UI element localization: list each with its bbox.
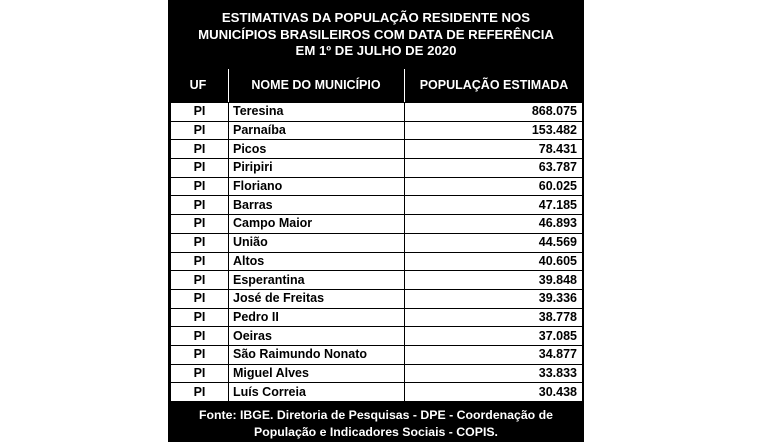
cell-population: 44.569 xyxy=(404,232,583,253)
table-row: PI Pedro II 38.778 xyxy=(170,307,583,328)
cell-population: 38.778 xyxy=(404,307,583,328)
cell-municipality-name: Oeiras xyxy=(228,326,405,346)
cell-uf: PI xyxy=(170,251,229,272)
cell-population: 868.075 xyxy=(404,102,583,122)
cell-municipality-name: Altos xyxy=(228,251,405,272)
title-line-3: EM 1º DE JULHO DE 2020 xyxy=(295,43,457,58)
table-row: PI Campo Maior 46.893 xyxy=(170,214,583,234)
table-row: PI Picos 78.431 xyxy=(170,139,583,160)
cell-uf: PI xyxy=(170,176,229,197)
cell-uf: PI xyxy=(170,139,229,160)
column-header-uf: UF xyxy=(189,78,207,92)
cell-municipality-name: União xyxy=(228,232,405,253)
cell-municipality-name: Campo Maior xyxy=(228,214,405,234)
header-divider xyxy=(228,69,229,102)
cell-uf: PI xyxy=(170,270,229,290)
cell-uf: PI xyxy=(170,344,229,365)
cell-uf: PI xyxy=(170,363,229,384)
table-row: PI Miguel Alves 33.833 xyxy=(170,363,583,384)
cell-municipality-name: Esperantina xyxy=(228,270,405,290)
cell-uf: PI xyxy=(170,382,229,402)
cell-population: 63.787 xyxy=(404,158,583,178)
table-row: PI Oeiras 37.085 xyxy=(170,326,583,346)
cell-population: 60.025 xyxy=(404,176,583,197)
table-row: PI Esperantina 39.848 xyxy=(170,270,583,290)
cell-municipality-name: Piripiri xyxy=(228,158,405,178)
cell-uf: PI xyxy=(170,326,229,346)
cell-municipality-name: Pedro II xyxy=(228,307,405,328)
table-row: PI Altos 40.605 xyxy=(170,251,583,272)
cell-population: 78.431 xyxy=(404,139,583,160)
cell-uf: PI xyxy=(170,214,229,234)
table-row: PI São Raimundo Nonato 34.877 xyxy=(170,344,583,365)
cell-uf: PI xyxy=(170,195,229,216)
cell-municipality-name: Floriano xyxy=(228,176,405,197)
source-footer: Fonte: IBGE. Diretoria de Pesquisas - DP… xyxy=(168,407,584,440)
cell-population: 47.185 xyxy=(404,195,583,216)
footer-line-2: População e Indicadores Sociais - COPIS. xyxy=(254,424,498,439)
table-title: ESTIMATIVAS DA POPULAÇÃO RESIDENTE NOS M… xyxy=(168,10,584,60)
cell-uf: PI xyxy=(170,158,229,178)
municipality-table: PI Teresina 868.075 PI Parnaíba 153.482 PI Pico… xyxy=(170,102,583,402)
cell-uf: PI xyxy=(170,120,229,141)
cell-municipality-name: Miguel Alves xyxy=(228,363,405,384)
table-row: PI Luís Correia 30.438 xyxy=(170,382,583,402)
cell-population: 37.085 xyxy=(404,326,583,346)
cell-uf: PI xyxy=(170,288,229,309)
table-header: UF NOME DO MUNICÍPIO POPULAÇÃO ESTIMADA xyxy=(168,69,584,102)
table-row: PI Piripiri 63.787 xyxy=(170,158,583,178)
cell-population: 34.877 xyxy=(404,344,583,365)
cell-uf: PI xyxy=(170,102,229,122)
header-divider xyxy=(404,69,405,102)
cell-population: 33.833 xyxy=(404,363,583,384)
cell-municipality-name: São Raimundo Nonato xyxy=(228,344,405,365)
table-row: PI Floriano 60.025 xyxy=(170,176,583,197)
cell-population: 39.336 xyxy=(404,288,583,309)
table-row: PI União 44.569 xyxy=(170,232,583,253)
column-header-name: NOME DO MUNICÍPIO xyxy=(251,78,381,92)
cell-population: 30.438 xyxy=(404,382,583,402)
table-row: PI Parnaíba 153.482 xyxy=(170,120,583,141)
cell-municipality-name: Picos xyxy=(228,139,405,160)
cell-uf: PI xyxy=(170,232,229,253)
cell-municipality-name: Teresina xyxy=(228,102,405,122)
cell-population: 39.848 xyxy=(404,270,583,290)
cell-population: 153.482 xyxy=(404,120,583,141)
table-row: PI Barras 47.185 xyxy=(170,195,583,216)
cell-uf: PI xyxy=(170,307,229,328)
title-line-2: MUNICÍPIOS BRASILEIROS COM DATA DE REFER… xyxy=(198,26,554,42)
table-body: PI Teresina 868.075 PI Parnaíba 153.482 PI Pico… xyxy=(170,102,583,402)
cell-municipality-name: Barras xyxy=(228,195,405,216)
table-row: PI Teresina 868.075 xyxy=(170,102,583,122)
cell-population: 40.605 xyxy=(404,251,583,272)
column-header-population: POPULAÇÃO ESTIMADA xyxy=(419,78,569,92)
population-table-card: ESTIMATIVAS DA POPULAÇÃO RESIDENTE NOS M… xyxy=(168,0,584,442)
footer-line-1: Fonte: IBGE. Diretoria de Pesquisas - DP… xyxy=(199,408,553,422)
cell-population: 46.893 xyxy=(404,214,583,234)
table-row: PI José de Freitas 39.336 xyxy=(170,288,583,309)
cell-municipality-name: Luís Correia xyxy=(228,382,405,402)
title-line-1: ESTIMATIVAS DA POPULAÇÃO RESIDENTE NOS xyxy=(221,10,531,25)
cell-municipality-name: José de Freitas xyxy=(228,288,405,309)
cell-municipality-name: Parnaíba xyxy=(228,120,405,141)
